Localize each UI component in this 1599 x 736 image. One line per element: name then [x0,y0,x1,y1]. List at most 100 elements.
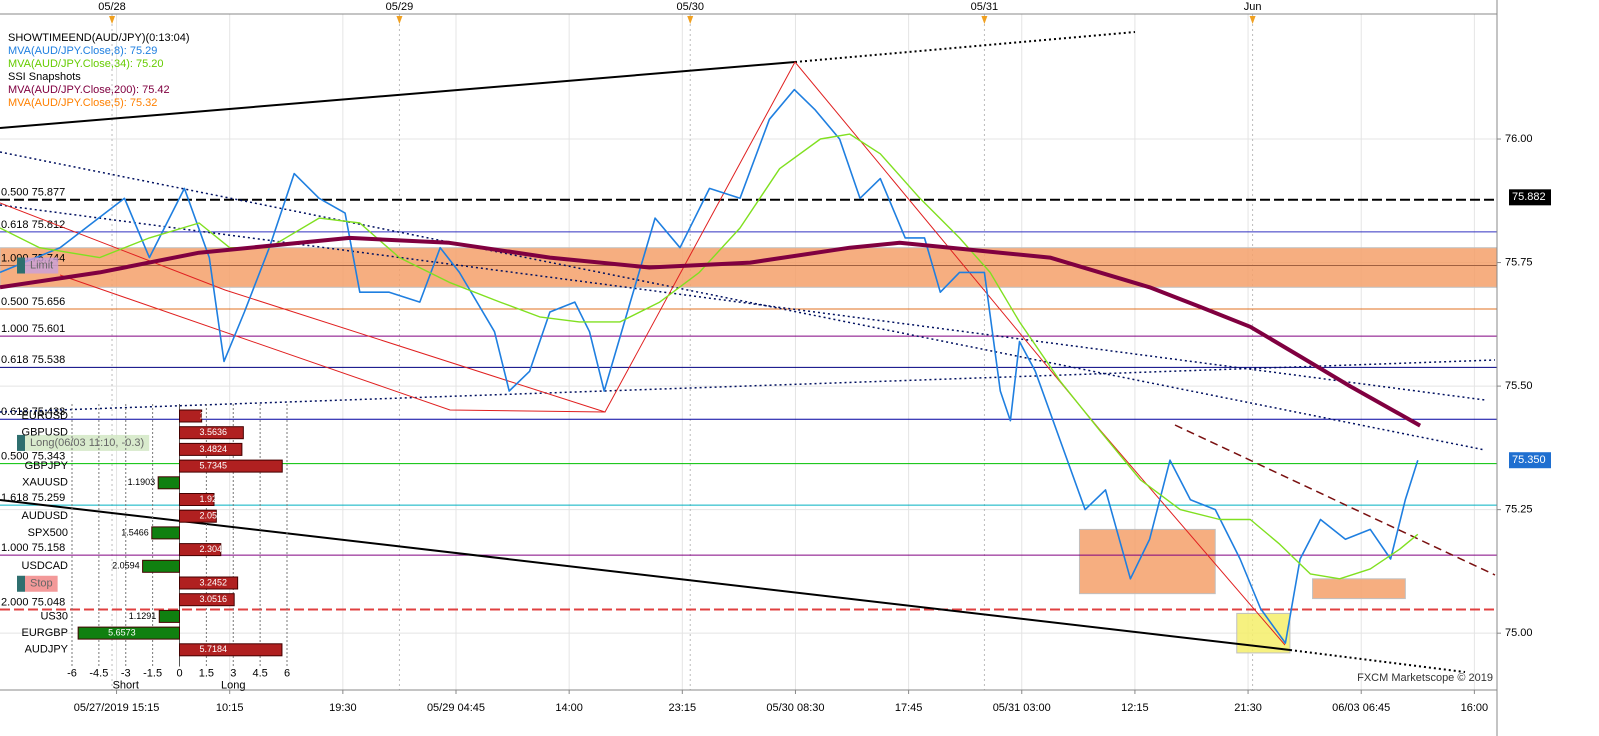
price-tag-label: 75.882 [1512,191,1546,203]
strength-panel: -6 -4.5 -3 -1.5 0 1.5 3 4.5 6 Short Long EURUSD 1.23… [22,404,290,691]
order-marker [17,257,25,274]
x-tick-label: 05/31 03:00 [993,702,1051,714]
bar [179,509,217,523]
level-label: 1.000 75.601 [1,323,65,335]
level-label: 0.500 75.656 [1,296,65,308]
zone [1312,578,1406,600]
bar [179,543,222,557]
bar [179,409,203,423]
legend-entry: MVA(AUD/JPY.Close,5): 75.32 [8,97,157,109]
date-label: 05/29 [386,1,414,13]
panel-tick-label: -6 [67,667,77,679]
trendline [0,61,796,129]
date-marker [981,16,988,24]
panel-axis-label: Long [221,679,245,691]
x-tick-label: 19:30 [329,702,357,714]
order-label: Limit [30,259,53,271]
value-label: 1.5466 [121,527,149,537]
category-label: EURUSD [22,410,69,422]
footer: FXCM Marketscope © 2019 [1357,672,1493,684]
zigzag [0,61,1286,646]
bar [158,609,181,623]
date-label: 05/30 [676,1,704,13]
value-label: 2.0551 [200,511,228,521]
axes: 75.00 75.25 75.50 75.75 76.00 05/27/2019 15:1… [17,1,1551,714]
category-label: US30 [40,610,68,622]
level-label: 1.000 75.158 [1,542,65,554]
trendline [1289,649,1466,673]
y-tick-label: 75.50 [1505,380,1533,392]
legend-entry: SSI Snapshots [8,71,81,83]
bar [77,626,180,640]
level-label: 0.500 75.343 [1,451,65,463]
grid [0,14,1497,690]
x-tick-label: 12:15 [1121,702,1149,714]
value-label: 2.0594 [112,561,140,571]
level-label: 1.618 75.259 [1,492,65,504]
category-label: GBPUSD [22,427,69,439]
bar [151,526,181,540]
x-tick-label: 05/30 08:30 [766,702,824,714]
price-tag-label: 75.350 [1512,454,1546,466]
value-label: 3.0516 [200,594,228,604]
x-tick-label: 14:00 [555,702,583,714]
level-label: 0.500 75.877 [1,187,65,199]
panel-tick-label: -4.5 [89,667,108,679]
order-marker [17,434,25,451]
date-marker [1249,16,1256,24]
date-marker [396,16,403,24]
bar [179,576,239,590]
level-label: 0.618 75.538 [1,354,65,366]
level-label: 0.618 75.433 [1,406,65,418]
category-label: AUDUSD [22,510,69,522]
trendline [0,359,1496,413]
legend-entry: MVA(AUD/JPY.Close,34): 75.20 [8,58,164,70]
series [0,88,1422,644]
bar [179,593,235,607]
bar [157,476,181,490]
order-label: Long(06/03 11:10, -0.3) [30,437,144,449]
panel-tick-label: 3 [230,667,236,679]
order-box [25,575,58,592]
x-tick-label: 17:45 [895,702,923,714]
y-tick-label: 75.75 [1505,256,1533,268]
category-label: SPX500 [28,527,68,539]
x-tick-label: 16:00 [1461,702,1489,714]
order-marker [17,575,25,592]
value-label: 1.2380 [200,410,228,420]
price-tag [1509,189,1551,206]
value-label: 5.7184 [200,644,228,654]
order-label: Stop [30,578,53,590]
price-tag [1509,452,1551,469]
category-label: EURGBP [22,627,68,639]
x-tick-label: 05/29 04:45 [427,702,485,714]
zone [1078,528,1216,595]
legend: SHOWTIMEEND(AUD/JPY)(0:13:04)MVA(AUD/JPY… [8,32,190,109]
date-marker [687,16,694,24]
panel-tick-label: 1.5 [199,667,214,679]
trendline [0,499,1291,651]
level-label: 2.000 75.048 [1,596,65,608]
date-label: Jun [1244,1,1262,13]
value-label: 5.7345 [200,460,228,470]
bar [179,459,283,473]
zigzag [59,274,606,413]
panel-tick-label: 6 [284,667,290,679]
trendline [794,31,1136,63]
category-label: USDCAD [22,560,69,572]
value-label: 1.1291 [129,611,157,621]
value-label: 2.3043 [200,544,228,554]
trendline [1174,424,1496,576]
series-line [0,88,1419,644]
value-label: 1.1903 [128,477,156,487]
date-label: 05/28 [98,1,126,13]
category-label: AUDJPY [25,644,69,656]
value-label: 3.5636 [200,427,228,437]
y-tick-label: 76.00 [1505,133,1533,145]
x-tick-label: 05/27/2019 15:15 [74,702,160,714]
bar [179,442,243,456]
bar [179,643,283,657]
order-box [25,434,150,451]
